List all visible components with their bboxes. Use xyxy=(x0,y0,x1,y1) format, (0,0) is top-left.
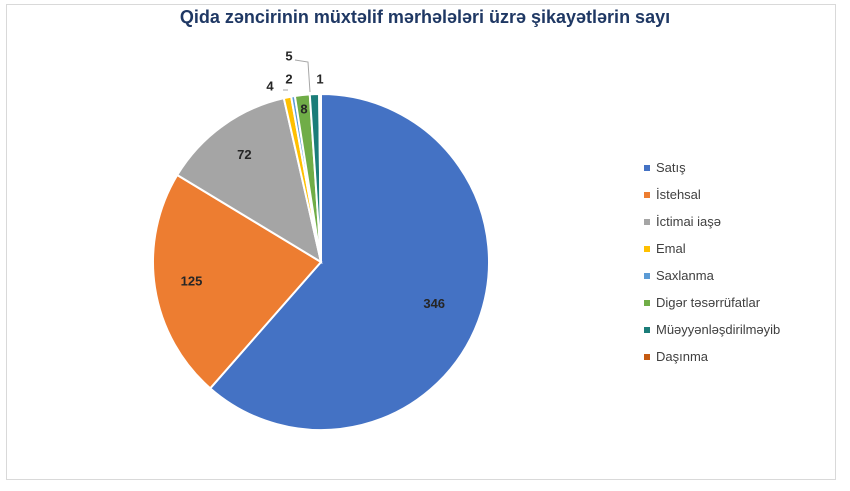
legend-item: İctimai iaşə xyxy=(644,208,780,235)
legend-item: Müəyyənləşdirilməyib xyxy=(644,316,780,343)
leader-line xyxy=(294,59,311,93)
legend-item: Saxlanma xyxy=(644,262,780,289)
legend-label: İctimai iaşə xyxy=(656,214,722,229)
chart-title: Qida zəncirinin müxtəlif mərhələləri üzr… xyxy=(179,7,671,27)
legend-item: Daşınma xyxy=(644,343,780,370)
legend-swatch xyxy=(644,353,650,360)
legend-item: Emal xyxy=(644,235,780,262)
legend-swatch xyxy=(644,164,650,171)
legend-swatch xyxy=(644,299,650,306)
legend-label: Müəyyənləşdirilməyib xyxy=(656,322,781,337)
data-label: 72 xyxy=(237,147,251,162)
pie-slice xyxy=(208,92,490,431)
legend-label: Digər təsərrüfatlar xyxy=(656,295,761,310)
legend-swatch xyxy=(644,218,650,225)
data-label: 8 xyxy=(300,101,307,116)
legend-label: Saxlanma xyxy=(656,268,714,283)
data-label: 346 xyxy=(423,296,445,311)
legend-label: Emal xyxy=(656,241,686,256)
pie-slice xyxy=(175,96,323,265)
pie-slice xyxy=(318,92,322,263)
legend-swatch xyxy=(644,326,650,333)
data-label: 125 xyxy=(181,273,203,288)
chart-legend: Satış İstehsal İctimai iaşə Emal Saxlanma Dig… xyxy=(644,154,780,370)
legend-label: Daşınma xyxy=(656,349,709,364)
legend-item: Digər təsərrüfatlar xyxy=(644,289,780,316)
data-label: 4 xyxy=(266,78,274,93)
legend-swatch xyxy=(644,191,650,198)
legend-swatch xyxy=(644,245,650,252)
pie-slice xyxy=(152,173,323,390)
data-label: 2 xyxy=(285,71,292,86)
legend-item: İstehsal xyxy=(644,181,780,208)
legend-label: Satış xyxy=(656,160,686,175)
data-label: 1 xyxy=(316,71,323,86)
legend-item: Satış xyxy=(644,154,780,181)
legend-label: İstehsal xyxy=(656,187,701,202)
legend-swatch xyxy=(644,272,650,279)
data-label: 5 xyxy=(285,48,292,63)
